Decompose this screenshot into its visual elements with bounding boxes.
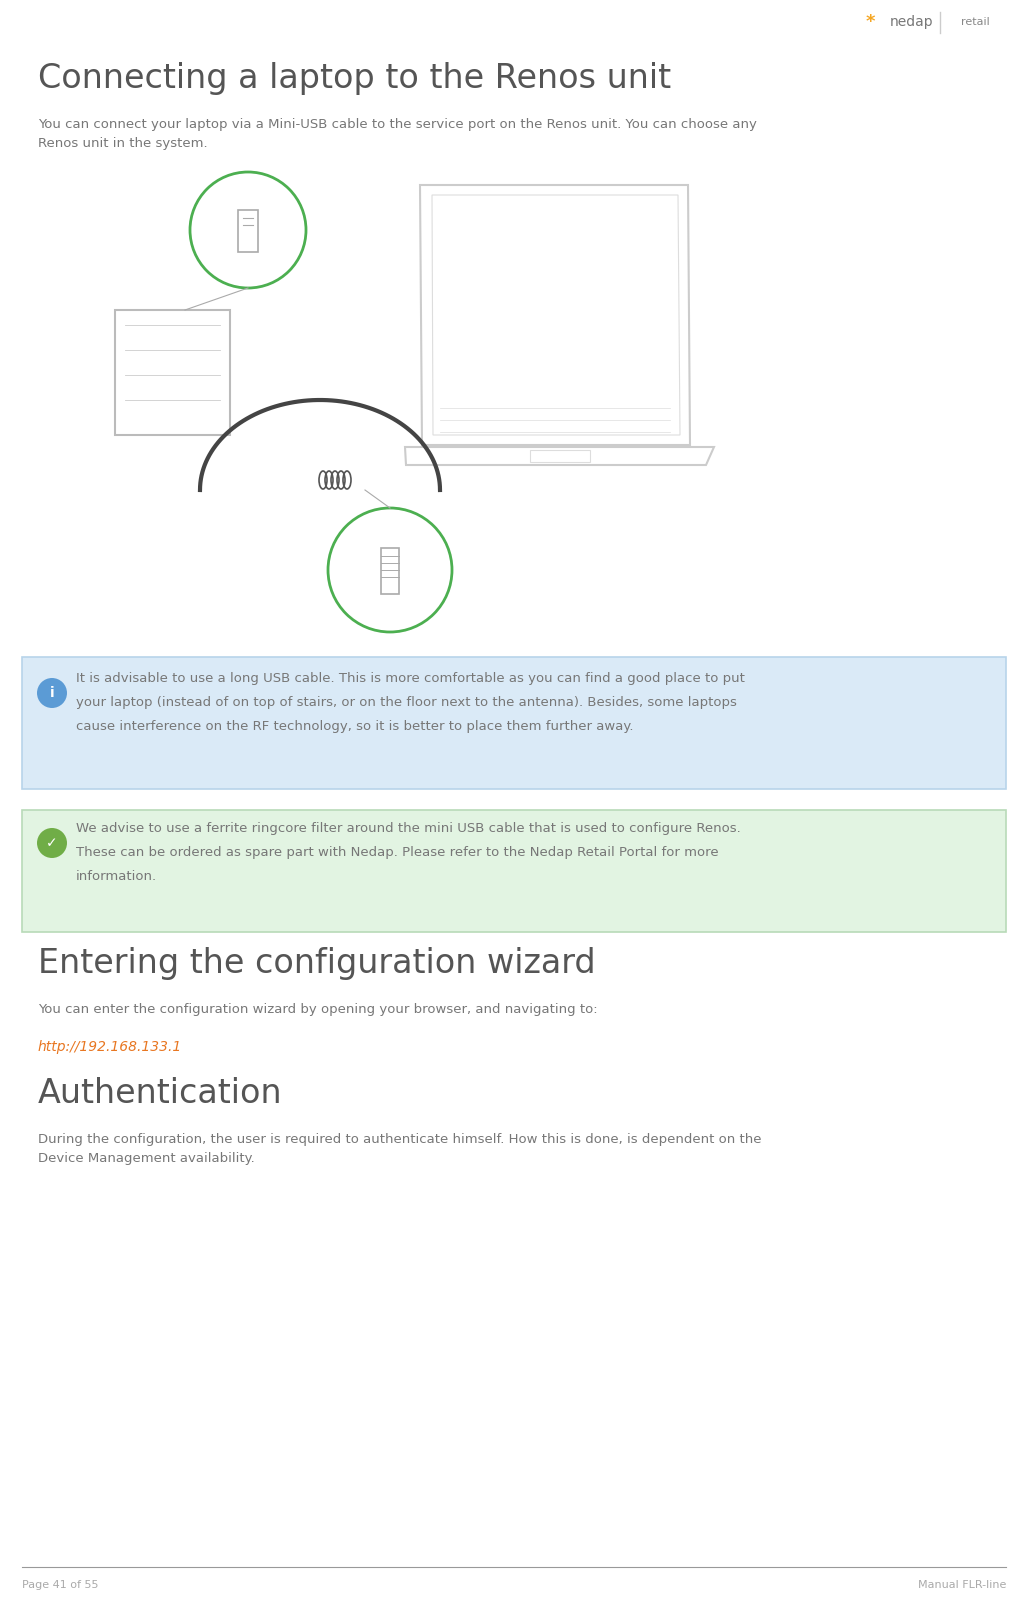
Text: Page 41 of 55: Page 41 of 55 bbox=[22, 1581, 99, 1590]
Text: information.: information. bbox=[76, 870, 157, 883]
Text: We advise to use a ferrite ringcore filter around the mini USB cable that is use: We advise to use a ferrite ringcore filt… bbox=[76, 822, 741, 835]
Text: Entering the configuration wizard: Entering the configuration wizard bbox=[38, 947, 595, 979]
Text: ✓: ✓ bbox=[46, 837, 58, 850]
FancyBboxPatch shape bbox=[22, 810, 1006, 931]
Text: You can enter the configuration wizard by opening your browser, and navigating t: You can enter the configuration wizard b… bbox=[38, 1003, 597, 1016]
Text: During the configuration, the user is required to authenticate himself. How this: During the configuration, the user is re… bbox=[38, 1133, 762, 1146]
Text: nedap: nedap bbox=[890, 14, 933, 29]
Text: Device Management availability.: Device Management availability. bbox=[38, 1153, 255, 1165]
Text: *: * bbox=[866, 13, 875, 30]
Text: cause interference on the RF technology, so it is better to place them further a: cause interference on the RF technology,… bbox=[76, 720, 633, 733]
Text: your laptop (instead of on top of stairs, or on the floor next to the antenna). : your laptop (instead of on top of stairs… bbox=[76, 696, 737, 709]
Circle shape bbox=[37, 678, 67, 709]
Circle shape bbox=[190, 172, 306, 289]
Text: You can connect your laptop via a Mini-USB cable to the service port on the Reno: You can connect your laptop via a Mini-U… bbox=[38, 119, 757, 131]
Text: Authentication: Authentication bbox=[38, 1077, 283, 1109]
Circle shape bbox=[37, 829, 67, 858]
Text: Renos unit in the system.: Renos unit in the system. bbox=[38, 136, 208, 151]
Text: i: i bbox=[49, 686, 54, 701]
Text: It is advisable to use a long USB cable. This is more comfortable as you can fin: It is advisable to use a long USB cable.… bbox=[76, 672, 745, 684]
Text: retail: retail bbox=[960, 18, 989, 27]
Text: These can be ordered as spare part with Nedap. Please refer to the Nedap Retail : These can be ordered as spare part with … bbox=[76, 846, 719, 859]
Text: Connecting a laptop to the Renos unit: Connecting a laptop to the Renos unit bbox=[38, 63, 671, 95]
FancyBboxPatch shape bbox=[22, 657, 1006, 789]
Text: Manual FLR-line: Manual FLR-line bbox=[918, 1581, 1006, 1590]
Text: http://192.168.133.1: http://192.168.133.1 bbox=[38, 1040, 182, 1055]
Circle shape bbox=[328, 508, 452, 632]
